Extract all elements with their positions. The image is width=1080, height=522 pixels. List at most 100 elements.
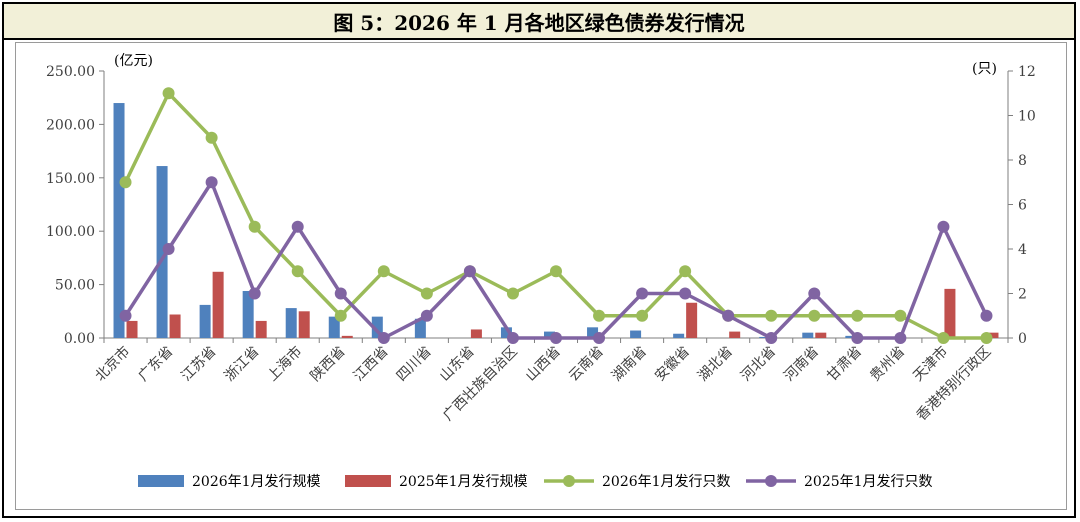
x-category-label: 湖南省	[609, 344, 650, 385]
x-category-label: 山东省	[437, 344, 478, 385]
series-point-2026	[808, 309, 821, 322]
series-point-2026	[550, 265, 562, 278]
series-point-2026	[765, 309, 778, 322]
series-point-2025	[808, 287, 821, 300]
right-tick-label: 10	[1018, 109, 1036, 125]
bar-2026	[673, 333, 685, 338]
x-category-label: 贵州省	[867, 344, 908, 385]
bar-2026	[371, 316, 383, 338]
legend-swatch-bar	[345, 475, 391, 487]
legend-swatch-bar	[138, 475, 184, 487]
series-point-2025	[119, 309, 132, 322]
series-point-2025	[291, 220, 304, 233]
x-category-label: 四川省	[394, 344, 435, 385]
series-line-2026	[123, 91, 987, 340]
x-category-label: 湖北省	[695, 344, 736, 385]
x-category-label: 天津市	[910, 343, 952, 385]
x-category-label: 河南省	[781, 344, 822, 385]
series-point-2026	[593, 309, 606, 322]
series-point-2025	[463, 265, 476, 278]
bar-2026	[156, 166, 168, 338]
series-point-2025	[980, 309, 993, 322]
x-category-label: 上海市	[264, 343, 306, 385]
series-point-2026	[162, 87, 175, 100]
bar-2026	[242, 291, 254, 338]
series-point-2025	[162, 243, 175, 255]
chart-panel: 0.00 50.00 100.00 150.00 200.00 250.00 0 2 4 6 8 10…	[15, 42, 1067, 510]
x-category-label: 浙江省	[221, 344, 262, 385]
right-tick-label: 2	[1018, 287, 1027, 303]
figure-title: 图 5：2026 年 1 月各地区绿色债券发行情况	[4, 4, 1074, 40]
series-point-2026	[248, 220, 261, 233]
series-point-2026	[377, 265, 390, 278]
bar-2026	[587, 327, 599, 338]
legend-label: 2026年1月发行只数	[602, 474, 731, 490]
bar-2025	[126, 320, 138, 338]
series-point-2025	[851, 332, 864, 344]
series-point-2026	[506, 287, 519, 300]
bar-2026	[285, 308, 297, 338]
series-point-2025	[722, 309, 735, 322]
legend-swatch-marker	[765, 475, 777, 487]
series-point-2025	[377, 332, 390, 344]
x-category-label: 江西省	[351, 344, 392, 385]
series-point-2025	[894, 332, 907, 344]
series-point-2026	[636, 309, 649, 322]
series-point-2025	[550, 332, 562, 344]
x-category-label: 陕西省	[308, 344, 349, 385]
series-point-2026	[119, 176, 132, 189]
left-tick-label: 100.00	[46, 224, 95, 240]
bar-2025	[815, 332, 827, 338]
series-point-2026	[291, 265, 304, 278]
bar-2025	[729, 331, 741, 338]
bar-2025	[255, 320, 267, 338]
bar-2026	[544, 331, 555, 338]
x-category-label: 山西省	[523, 344, 564, 385]
x-category-label: 广西壮族自治区	[440, 344, 521, 425]
series-point-2026	[851, 309, 864, 322]
legend-label: 2026年1月发行规模	[192, 474, 321, 490]
bar-2026	[113, 103, 125, 338]
series-point-2025	[636, 287, 649, 300]
right-axis-unit: (只)	[972, 61, 997, 77]
left-axis-unit: (亿元)	[114, 53, 153, 69]
left-tick-label: 250.00	[46, 64, 95, 80]
series-point-2026	[334, 309, 347, 322]
left-tick-label: 150.00	[46, 171, 95, 187]
right-tick-label: 0	[1018, 331, 1027, 347]
left-tick-label: 200.00	[46, 117, 95, 133]
series-point-2026	[937, 332, 950, 344]
x-category-label: 香港特别行政区	[914, 344, 995, 425]
series-point-2025	[334, 287, 347, 300]
series-point-2025	[506, 332, 519, 344]
series-point-2026	[980, 332, 993, 344]
bar-2025	[944, 288, 956, 338]
x-category-label: 甘肃省	[824, 344, 865, 385]
series-point-2026	[420, 287, 433, 300]
legend-label: 2025年1月发行规模	[399, 474, 528, 490]
bar-2026	[414, 318, 426, 338]
x-category-label: 河北省	[738, 344, 779, 385]
bar-2025	[341, 335, 353, 338]
series-point-2025	[593, 332, 606, 344]
bar-2026	[845, 335, 857, 338]
series-point-2025	[420, 309, 433, 322]
right-tick-label: 4	[1018, 242, 1027, 258]
bar-2026	[199, 304, 211, 338]
x-category-label: 广东省	[135, 344, 176, 385]
bar-2025	[686, 302, 698, 338]
bar-2026	[759, 336, 771, 338]
series-point-2026	[205, 131, 218, 144]
right-tick-label: 8	[1018, 153, 1027, 169]
bar-2025	[169, 314, 181, 338]
series-point-2025	[679, 287, 692, 300]
x-category-label: 江苏省	[178, 344, 219, 385]
bar-2025	[987, 332, 999, 338]
bar-2026	[500, 327, 512, 338]
legend-swatch-marker	[563, 475, 575, 487]
right-tick-label: 12	[1018, 64, 1036, 80]
x-category-label: 北京市	[92, 343, 134, 385]
bar-2025	[212, 271, 224, 338]
x-category-label: 安徽省	[652, 344, 693, 385]
